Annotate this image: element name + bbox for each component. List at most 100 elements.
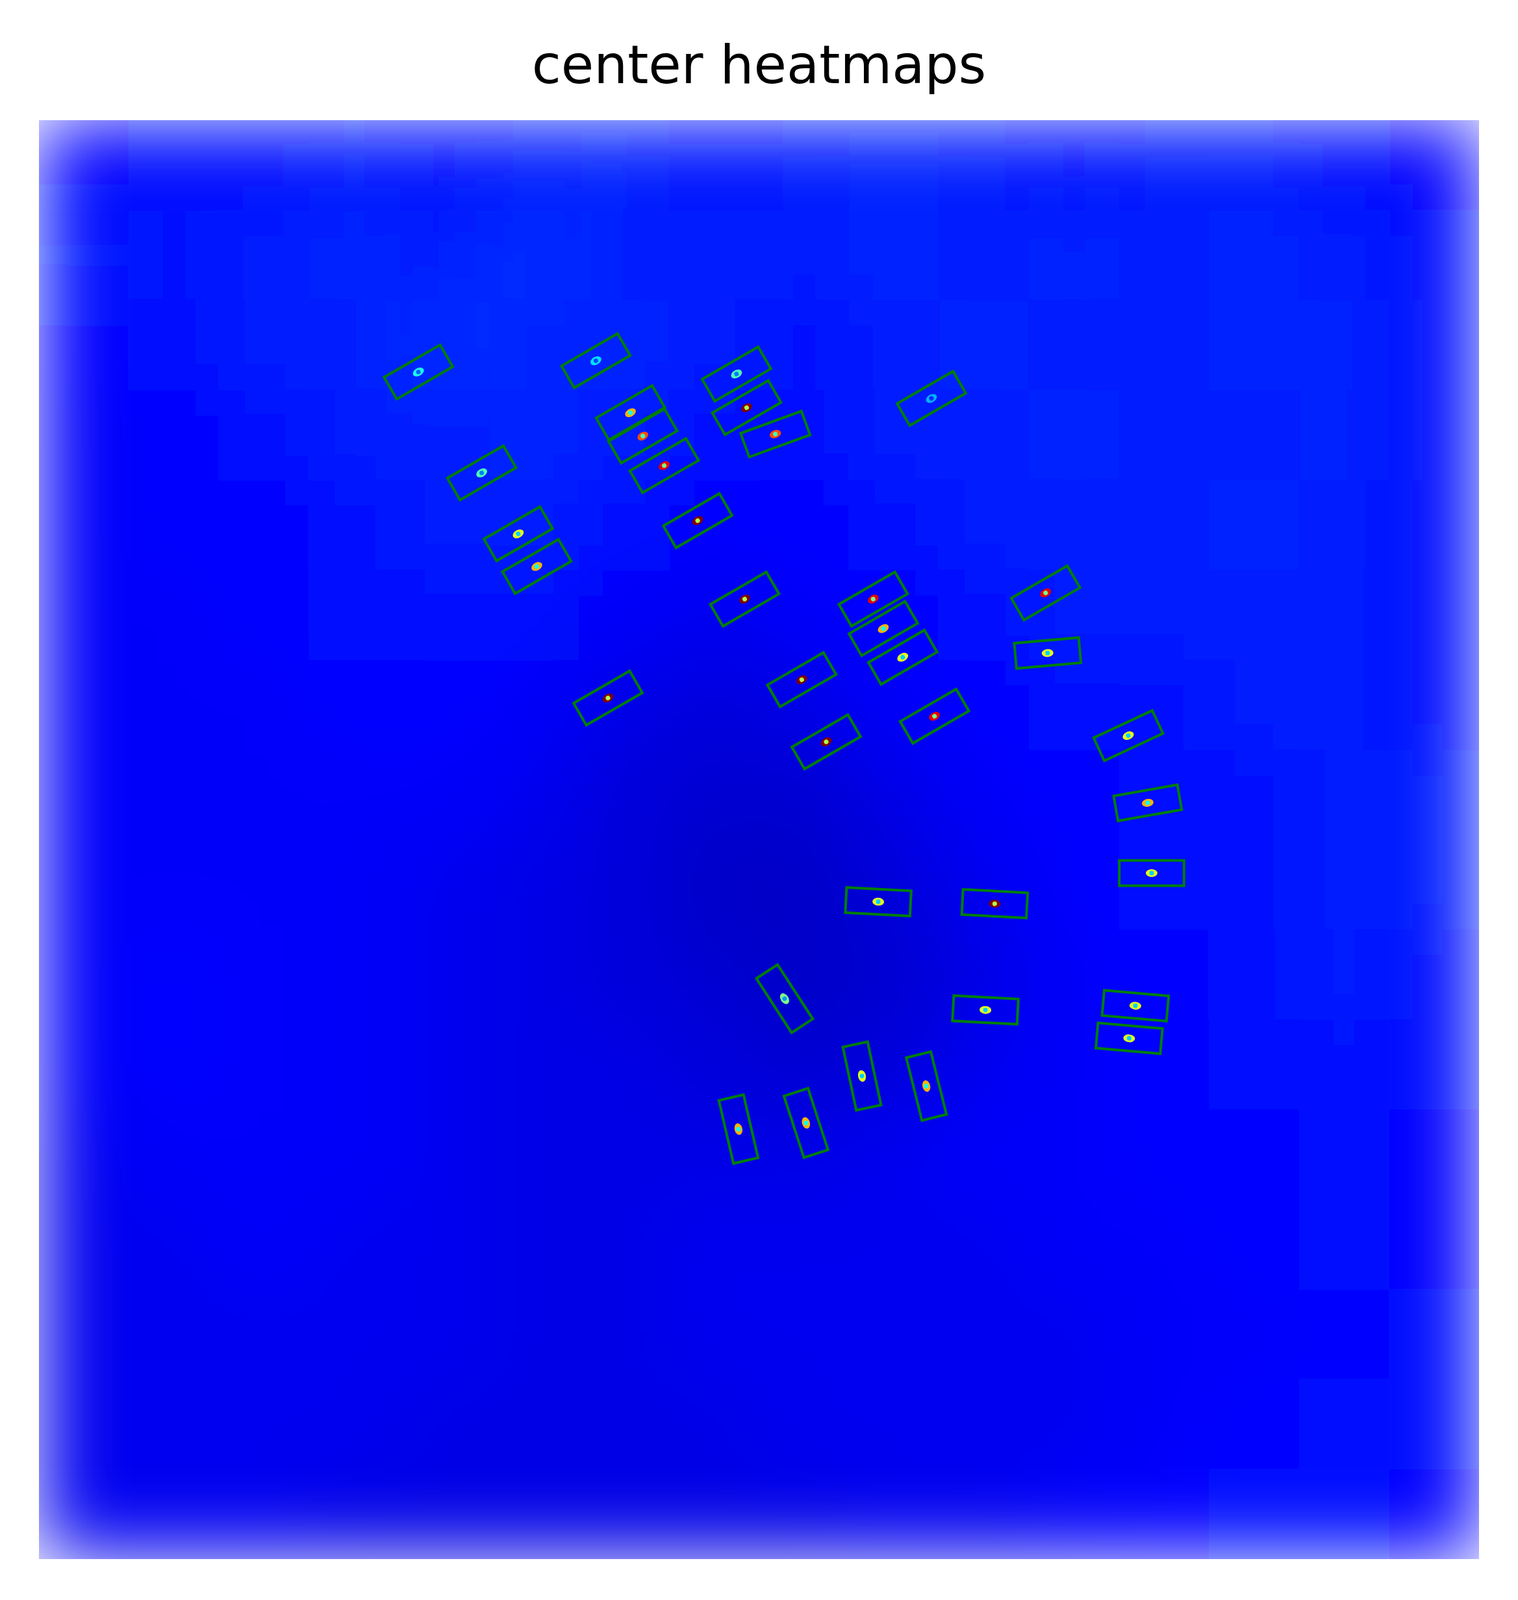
center-peak-core xyxy=(822,738,830,746)
heatmap-cell xyxy=(848,839,940,931)
heatmap-cell xyxy=(309,569,401,660)
heatmap-cell xyxy=(398,1289,490,1380)
heatmap-cell xyxy=(218,569,310,660)
heatmap-cell xyxy=(218,1289,310,1380)
heatmap-cell xyxy=(578,839,670,931)
heatmap-cell xyxy=(489,1289,581,1380)
heatmap-cell xyxy=(759,1289,851,1380)
heatmap-cell xyxy=(1299,749,1391,840)
heatmap-cell xyxy=(38,480,130,571)
rotated-box xyxy=(573,670,643,726)
heatmap-cell xyxy=(309,929,401,1020)
rotated-box xyxy=(900,689,970,744)
heatmap-cell xyxy=(38,1199,130,1290)
rotated-box xyxy=(483,506,553,562)
title: center heatmaps xyxy=(531,33,987,96)
heatmap-cell xyxy=(129,480,221,571)
heatmap-cell xyxy=(1119,480,1211,571)
heatmap-cell xyxy=(1388,929,1480,1020)
heatmap-cell xyxy=(309,1019,401,1110)
heatmap-cell xyxy=(1388,839,1480,931)
heatmap-cell xyxy=(398,839,490,931)
detection xyxy=(1093,710,1164,761)
heatmap-cell xyxy=(669,120,760,211)
detection xyxy=(608,409,678,464)
heatmap-cell xyxy=(398,1019,490,1110)
rotated-box xyxy=(961,889,1028,918)
heatmap-cell xyxy=(1299,839,1391,931)
heatmap-cell xyxy=(669,1289,760,1380)
heatmap-cell xyxy=(129,839,221,931)
heatmap-cell xyxy=(218,480,310,571)
rotated-box xyxy=(447,445,517,501)
detection xyxy=(663,493,733,549)
detection xyxy=(756,964,813,1033)
center-peak-core xyxy=(515,530,522,538)
detection xyxy=(906,1051,947,1121)
heatmap-cell xyxy=(848,1469,940,1559)
heatmap-cell xyxy=(398,480,490,571)
center-peak xyxy=(690,514,705,527)
center-peak xyxy=(800,1115,812,1130)
heatmap-cell xyxy=(1119,1019,1211,1110)
center-peak-core xyxy=(733,370,740,378)
heatmap-cell xyxy=(218,1199,310,1290)
heatmap-cell xyxy=(1388,1289,1480,1380)
rotated-box xyxy=(906,1051,947,1121)
center-peak xyxy=(530,559,545,573)
detection xyxy=(630,438,699,494)
heatmap-cell xyxy=(1028,1469,1120,1559)
detection xyxy=(596,385,666,441)
heatmap-cell xyxy=(939,659,1031,751)
center-peak-core xyxy=(931,713,938,720)
rotated-box xyxy=(1011,565,1081,621)
heatmap-cell xyxy=(1119,209,1211,301)
heatmap-cell xyxy=(218,1378,310,1470)
heatmap-cell xyxy=(848,480,940,571)
center-peak-core xyxy=(992,900,998,906)
heatmap-cell xyxy=(309,839,401,931)
heatmap-cell xyxy=(218,1109,310,1200)
detection xyxy=(1113,784,1182,822)
heatmap-cell xyxy=(309,1109,401,1200)
center-peak xyxy=(474,466,490,479)
center-peak xyxy=(1038,586,1053,599)
heatmap-cell xyxy=(129,209,221,301)
heatmap-cell xyxy=(489,389,581,481)
center-peak xyxy=(739,401,755,414)
heatmap-cell xyxy=(309,1199,401,1290)
heatmap-cell xyxy=(939,1378,1031,1470)
heatmap-cell xyxy=(939,1199,1031,1290)
heatmap-cell xyxy=(38,120,130,211)
heatmap-cell xyxy=(489,300,581,391)
heatmap-cell xyxy=(489,839,581,931)
center-peak-core xyxy=(1125,732,1131,739)
heatmap-cell xyxy=(1299,480,1391,571)
center-peak xyxy=(1128,1000,1142,1011)
heatmap-cell xyxy=(1208,1469,1300,1559)
heatmap-cell xyxy=(398,389,490,481)
heatmap-cell xyxy=(1028,839,1120,931)
heatmap-cell xyxy=(848,1378,940,1470)
heatmap-cell xyxy=(1028,209,1120,301)
detection xyxy=(1119,860,1185,886)
rotated-box xyxy=(784,1087,829,1158)
heatmap-cell xyxy=(218,389,310,481)
heatmap-cell xyxy=(38,389,130,481)
center-peak xyxy=(768,428,783,440)
center-peak xyxy=(921,1079,932,1093)
heatmap-cell xyxy=(489,1019,581,1110)
center-peak-core xyxy=(741,595,749,603)
detection xyxy=(740,411,810,458)
rotated-box xyxy=(561,333,631,389)
heatmap-cell xyxy=(38,1019,130,1110)
heatmap-cell xyxy=(1119,1378,1211,1470)
heatmap-cell xyxy=(1299,209,1391,301)
heatmap-cell xyxy=(1119,659,1211,751)
detection xyxy=(791,714,861,770)
heatmap-cell xyxy=(1299,929,1391,1020)
center-peak xyxy=(866,592,881,605)
heatmap-cell xyxy=(939,569,1031,660)
rotated-box xyxy=(663,493,733,549)
heatmap-cell xyxy=(218,839,310,931)
